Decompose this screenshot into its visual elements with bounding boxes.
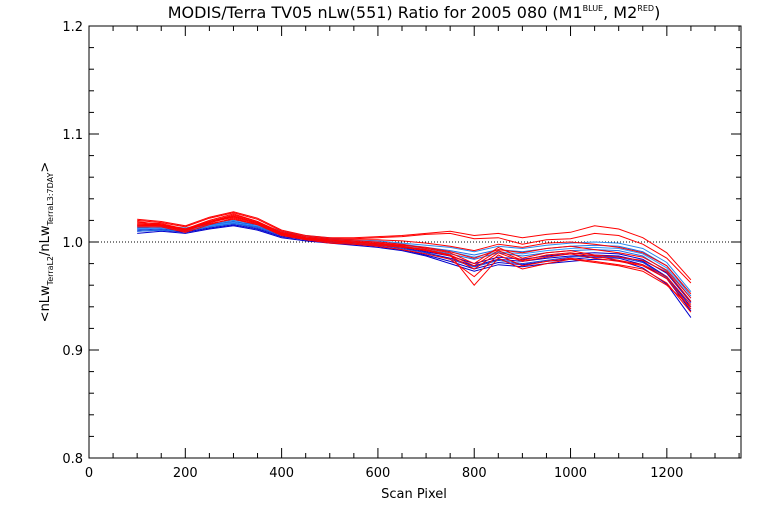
title-sup-red: RED: [637, 4, 654, 13]
y-tick-label: 1.1: [62, 128, 83, 143]
ylabel-open: <nLw: [38, 285, 53, 322]
title-mid: , M2: [603, 3, 637, 22]
ylabel-mid: /nLw: [38, 225, 53, 256]
x-tick-label: 400: [269, 466, 294, 481]
series-group: [137, 211, 692, 318]
title-end: ): [654, 3, 660, 22]
series-line-m1-3: [137, 220, 692, 303]
series-line-m2-10: [137, 215, 692, 310]
y-tick-label: 1.0: [62, 236, 83, 251]
series-line-m2-13: [137, 214, 692, 295]
series-line-m1-0: [137, 224, 692, 312]
x-tick-label: 800: [462, 466, 487, 481]
y-axis-label: <nLwTerraL2/nLwTerraL3:7DAY>: [38, 162, 55, 323]
series-line-m1-4: [137, 223, 692, 310]
title-main: MODIS/Terra TV05 nLw(551) Ratio for 2005…: [168, 3, 583, 22]
x-axis-label: Scan Pixel: [381, 487, 447, 502]
series-line-m2-15: [137, 218, 692, 308]
title-sup-blue: BLUE: [583, 4, 603, 13]
series-line-m2-12: [137, 217, 692, 313]
x-tick-label: 0: [85, 466, 93, 481]
x-tick-label: 600: [366, 466, 391, 481]
y-tick-label: 1.2: [62, 20, 83, 35]
series-line-m2-17: [137, 215, 692, 305]
ylabel-sub1: TerraL2: [46, 256, 55, 286]
y-tick-label: 0.9: [62, 344, 83, 359]
chart-title: MODIS/Terra TV05 nLw(551) Ratio for 2005…: [168, 3, 661, 22]
y-tick-label: 0.8: [62, 452, 83, 467]
ylabel-close: >: [38, 162, 53, 173]
ylabel-sub2: TerraL3:7DAY: [46, 172, 55, 226]
series-line-m2-16: [137, 211, 692, 281]
x-tick-label: 1000: [554, 466, 587, 481]
series-line-m2-14: [137, 216, 692, 299]
series-line-m1-2: [137, 225, 692, 318]
x-tick-label: 200: [173, 466, 198, 481]
series-line-m2-11: [137, 212, 692, 284]
x-tick-label: 1200: [650, 466, 683, 481]
series-line-m1-6: [137, 219, 692, 293]
